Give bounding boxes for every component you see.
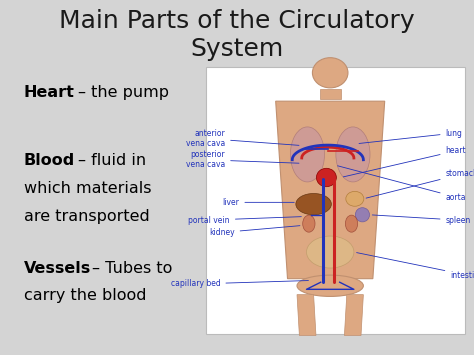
Ellipse shape bbox=[303, 215, 315, 232]
Text: carry the blood: carry the blood bbox=[24, 288, 146, 302]
Text: which materials: which materials bbox=[24, 181, 151, 196]
Text: anterior
vena cava: anterior vena cava bbox=[186, 129, 299, 148]
Ellipse shape bbox=[291, 127, 325, 182]
Text: capillary bed: capillary bed bbox=[171, 279, 309, 289]
Text: System: System bbox=[191, 37, 283, 61]
Text: spleen: spleen bbox=[372, 215, 471, 225]
Ellipse shape bbox=[346, 191, 364, 206]
Polygon shape bbox=[297, 295, 316, 335]
Text: – Tubes to: – Tubes to bbox=[92, 261, 173, 276]
Ellipse shape bbox=[312, 58, 348, 88]
Ellipse shape bbox=[297, 275, 364, 296]
Ellipse shape bbox=[317, 168, 337, 187]
Text: are transported: are transported bbox=[24, 209, 149, 224]
Text: portal vein: portal vein bbox=[188, 215, 301, 225]
Text: intestine: intestine bbox=[356, 253, 474, 280]
Ellipse shape bbox=[307, 236, 354, 268]
Ellipse shape bbox=[356, 208, 370, 222]
Text: liver: liver bbox=[222, 198, 294, 207]
Text: aorta: aorta bbox=[337, 166, 466, 202]
Text: kidney: kidney bbox=[209, 226, 300, 237]
Text: Blood: Blood bbox=[24, 153, 75, 168]
FancyBboxPatch shape bbox=[206, 67, 465, 334]
Text: Vessels: Vessels bbox=[24, 261, 91, 276]
Polygon shape bbox=[276, 101, 385, 279]
Ellipse shape bbox=[346, 215, 358, 232]
Text: heart: heart bbox=[343, 146, 466, 177]
Polygon shape bbox=[320, 89, 341, 99]
Text: – the pump: – the pump bbox=[78, 85, 169, 100]
Polygon shape bbox=[345, 295, 364, 335]
Text: stomach: stomach bbox=[366, 169, 474, 198]
Text: Heart: Heart bbox=[24, 85, 74, 100]
Text: Main Parts of the Circulatory: Main Parts of the Circulatory bbox=[59, 9, 415, 33]
Ellipse shape bbox=[296, 193, 331, 215]
Text: – fluid in: – fluid in bbox=[78, 153, 146, 168]
Text: lung: lung bbox=[359, 129, 463, 143]
Text: posterior
vena cava: posterior vena cava bbox=[186, 150, 299, 169]
Ellipse shape bbox=[336, 127, 370, 182]
